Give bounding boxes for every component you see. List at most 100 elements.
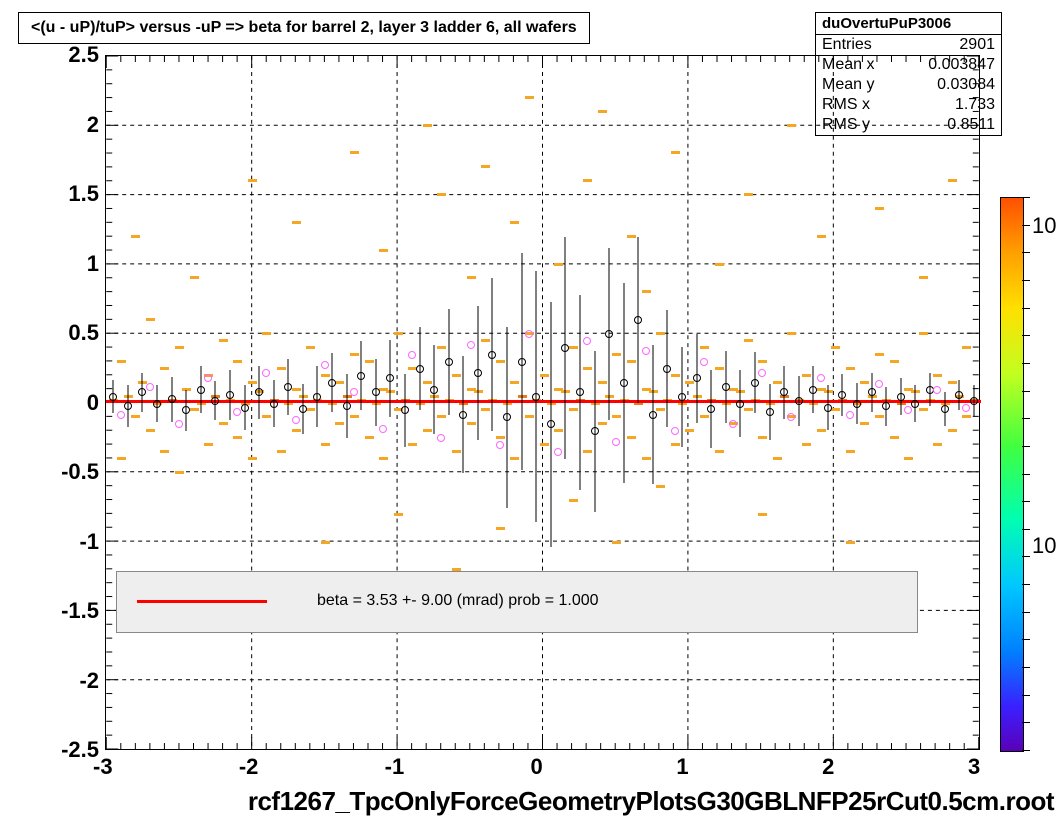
y-tick-label: 2 [87, 112, 99, 138]
profile-marker [853, 400, 861, 408]
profile-marker [459, 411, 467, 419]
legend-line-sample [137, 600, 267, 603]
profile-marker [343, 402, 351, 410]
profile-marker [678, 393, 686, 401]
aux-marker [700, 358, 708, 366]
legend-text: beta = 3.53 +- 9.00 (mrad) prob = 1.000 [317, 592, 599, 610]
aux-marker [554, 448, 562, 456]
aux-marker [817, 374, 825, 382]
y-tick-label: -2 [79, 668, 99, 694]
aux-marker [933, 386, 941, 394]
profile-marker [970, 397, 978, 405]
profile-marker [241, 404, 249, 412]
aux-marker [350, 388, 358, 396]
profile-marker [795, 397, 803, 405]
aux-marker [671, 427, 679, 435]
colorbar-minor-tick [1022, 474, 1030, 475]
aux-marker [292, 416, 300, 424]
profile-marker [707, 405, 715, 413]
x-tick-label: 1 [676, 754, 688, 780]
profile-marker [430, 386, 438, 394]
aux-marker [408, 351, 416, 359]
x-tick-label: 0 [531, 754, 543, 780]
y-tick-label: -1 [79, 529, 99, 555]
profile-marker [591, 427, 599, 435]
profile-marker [547, 420, 555, 428]
aux-marker [146, 383, 154, 391]
colorbar-minor-tick [1022, 418, 1030, 419]
aux-marker [904, 406, 912, 414]
profile-layer [106, 56, 979, 749]
profile-marker [649, 411, 657, 419]
profile-marker [605, 330, 613, 338]
profile-marker [518, 358, 526, 366]
colorbar-minor-tick [1022, 446, 1030, 447]
profile-marker [955, 391, 963, 399]
y-tick-label: 1 [87, 251, 99, 277]
aux-marker [787, 413, 795, 421]
colorbar-minor-tick [1022, 335, 1030, 336]
y-tick-label: 1.5 [68, 181, 99, 207]
aux-marker [437, 434, 445, 442]
profile-marker [780, 388, 788, 396]
colorbar-tick-label: 10 [1032, 213, 1056, 239]
profile-marker [255, 388, 263, 396]
profile-marker [488, 351, 496, 359]
y-tick-label: -0.5 [61, 459, 99, 485]
profile-marker [182, 406, 190, 414]
profile-marker [532, 393, 540, 401]
profile-marker [328, 379, 336, 387]
profile-marker [620, 379, 628, 387]
profile-marker [634, 316, 642, 324]
profile-marker [299, 405, 307, 413]
profile-marker [284, 383, 292, 391]
colorbar-minor-tick [1022, 639, 1030, 640]
x-tick-label: 3 [968, 754, 980, 780]
colorbar-minor-tick [1022, 612, 1030, 613]
profile-marker [109, 393, 117, 401]
aux-marker [583, 337, 591, 345]
y-tick-label: 0 [87, 390, 99, 416]
colorbar-minor-tick [1022, 308, 1030, 309]
profile-marker [868, 388, 876, 396]
aux-marker [379, 425, 387, 433]
colorbar-minor-tick [1022, 750, 1030, 751]
colorbar-minor-tick [1022, 225, 1030, 226]
profile-marker [693, 374, 701, 382]
aux-marker [496, 441, 504, 449]
plot-title: <(u - uP)/tuP> versus -uP => beta for ba… [18, 12, 590, 44]
aux-marker [117, 411, 125, 419]
colorbar-minor-tick [1022, 391, 1030, 392]
profile-marker [882, 402, 890, 410]
y-tick-label: -1.5 [61, 598, 99, 624]
stats-row: Entries2901 [816, 35, 1001, 55]
profile-marker [722, 383, 730, 391]
plot-frame: beta = 3.53 +- 9.00 (mrad) prob = 1.000 [105, 55, 980, 750]
y-tick-label: 0.5 [68, 320, 99, 346]
colorbar-minor-tick [1022, 584, 1030, 585]
colorbar-minor-tick [1022, 363, 1030, 364]
aux-marker [612, 438, 620, 446]
profile-marker [766, 408, 774, 416]
y-tick-label: -2.5 [61, 737, 99, 763]
profile-marker [416, 365, 424, 373]
profile-marker [941, 405, 949, 413]
aux-marker [846, 411, 854, 419]
y-tick-label: 2.5 [68, 42, 99, 68]
profile-marker [138, 388, 146, 396]
profile-marker [197, 386, 205, 394]
profile-marker [897, 393, 905, 401]
aux-marker [729, 420, 737, 428]
colorbar-minor-tick [1022, 722, 1030, 723]
profile-marker [386, 374, 394, 382]
colorbar [1000, 197, 1024, 752]
colorbar-minor-tick [1022, 529, 1030, 530]
aux-marker [262, 369, 270, 377]
profile-marker [576, 388, 584, 396]
colorbar-minor-tick [1022, 252, 1030, 253]
aux-marker [525, 330, 533, 338]
profile-marker [561, 344, 569, 352]
profile-marker [124, 402, 132, 410]
aux-marker [962, 404, 970, 412]
colorbar-minor-tick [1022, 501, 1030, 502]
